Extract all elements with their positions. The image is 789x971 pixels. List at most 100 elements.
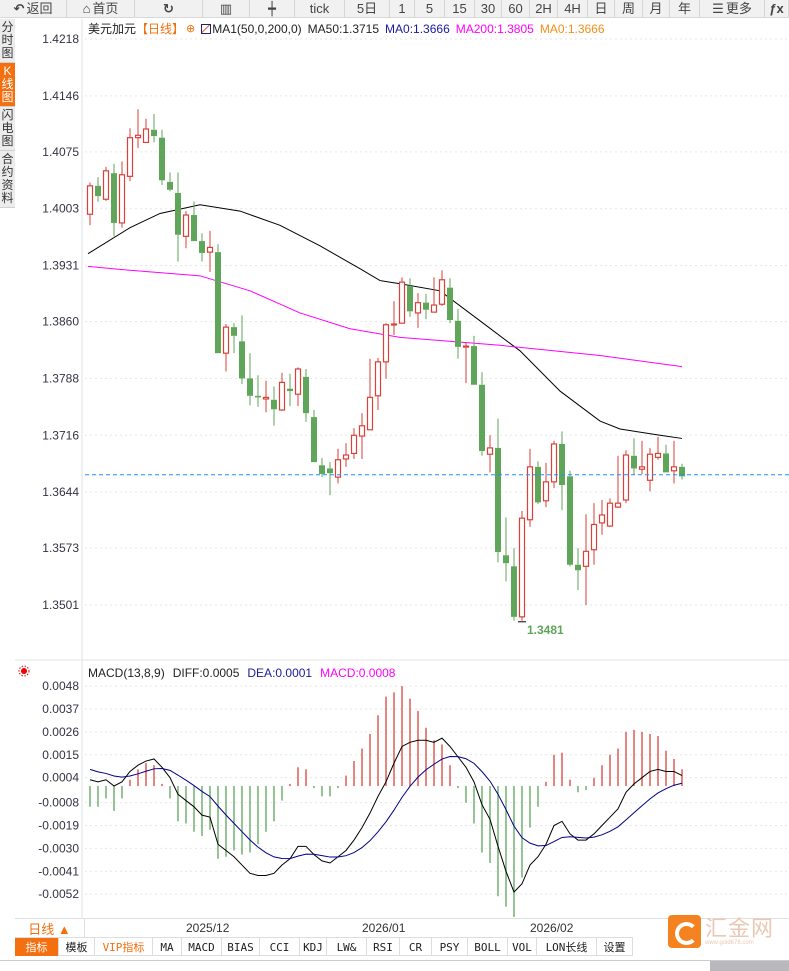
macd-tick: 0.0048 [42, 679, 79, 693]
candle-down [567, 470, 573, 567]
candle-down [239, 315, 245, 384]
tab-lon长线[interactable]: LON长线 [537, 938, 597, 956]
tab-cci[interactable]: CCI [260, 938, 300, 956]
candle-up [526, 448, 534, 527]
candle-down [447, 278, 453, 324]
home-icon: ⌂ [82, 1, 91, 16]
toolbar-button-60[interactable]: 60 [502, 0, 530, 18]
toolbar-button-更多[interactable]: ☰ 更多 [700, 0, 765, 18]
toolbar-button-4H[interactable]: 4H [558, 0, 588, 18]
indicator-name: MA1(50,0,200,0) [212, 21, 302, 36]
toolbar-label: 1 [398, 1, 406, 16]
tab-vol[interactable]: VOL [508, 938, 537, 956]
toolbar-button-周[interactable]: 周 [615, 0, 643, 18]
toolbar-button-5[interactable]: 5 [415, 0, 445, 18]
toolbar-label: 2H [535, 1, 552, 16]
candle-down [159, 129, 165, 186]
tab-rsi[interactable]: RSI [367, 938, 400, 956]
toolbar-button-30[interactable]: 30 [475, 0, 502, 18]
diff-line [89, 737, 683, 893]
candle-up [334, 448, 342, 484]
back-arrow-icon: ↶ [13, 1, 25, 16]
price-legend: 美元加元 【日线】 ⊕ MA1(50,0,200,0) MA50:1.3715 … [88, 20, 605, 37]
toolbar-label: 首页 [92, 1, 119, 16]
toolbar-button-tick[interactable]: tick [295, 0, 345, 18]
horizontal-scrollbar[interactable] [0, 960, 789, 971]
scrollbar-thumb[interactable] [710, 961, 789, 971]
candle-down [663, 444, 669, 473]
tab-boll[interactable]: BOLL [468, 938, 508, 956]
candle-down [151, 113, 157, 143]
toolbar-label: tick [309, 1, 330, 16]
sidebar-tab-contract-info[interactable]: 合约资料 [0, 151, 15, 208]
toolbar-button-首页[interactable]: ⌂ 首页 [67, 0, 135, 18]
price-axis: 1.4218 1.4146 1.4075 1.4003 1.3931 1.3860 1.37… [42, 32, 79, 612]
tab-ma[interactable]: MA [153, 938, 182, 956]
toolbar-button-2H[interactable]: 2H [530, 0, 558, 18]
toolbar-button-15[interactable]: 15 [445, 0, 475, 18]
candle-up [374, 357, 382, 411]
tab-设置[interactable]: 设置 [597, 938, 633, 956]
toolbar-button-5日[interactable]: 5日 [345, 0, 390, 18]
candle-up [638, 440, 646, 474]
tab-macd[interactable]: MACD [182, 938, 222, 956]
candle-up [542, 462, 550, 508]
tab-kdj[interactable]: KDJ [300, 938, 327, 956]
toolbar-button-fx[interactable]: ƒx [765, 0, 789, 18]
candle-down [303, 368, 309, 422]
sidebar-tab-label: K线图 [1, 64, 14, 104]
tab-lw&[interactable]: LW& [327, 938, 367, 956]
sidebar-tab-k-chart[interactable]: K线图 [0, 63, 15, 107]
candle-up [414, 293, 422, 328]
candles [86, 109, 685, 623]
toolbar-button-candlestick[interactable]: ┿ [250, 0, 295, 18]
tab-vip指标[interactable]: VIP指标 [95, 938, 153, 956]
candle-up [86, 182, 94, 226]
ma200-line [87, 265, 683, 368]
candle-up [182, 211, 190, 249]
toolbar-button-返回[interactable]: ↶ 返回 [0, 0, 67, 18]
candle-up [294, 367, 302, 407]
tab-bias[interactable]: BIAS [222, 938, 260, 956]
date-tick: 2026/01 [362, 921, 406, 935]
tab-psy[interactable]: PSY [432, 938, 468, 956]
crosshair-icon[interactable]: ⊕ [186, 23, 196, 35]
price-tick: 1.3716 [42, 428, 79, 442]
tab-模板[interactable]: 模板 [59, 938, 95, 956]
tab-cr[interactable]: CR [400, 938, 432, 956]
toolbar-button-年[interactable]: 年 [670, 0, 700, 18]
ma50-value: MA50:1.3715 [307, 21, 380, 36]
candle-up [126, 128, 134, 182]
candle-up [118, 161, 126, 228]
grid-lines [85, 38, 789, 895]
price-tick: 1.3860 [42, 315, 79, 329]
candle-down [559, 431, 565, 511]
sidebar-tab-label: 合约资料 [1, 152, 14, 205]
low-price-label: 1.3481 [527, 623, 564, 637]
candle-up [518, 511, 526, 621]
macd-tick: -0.0030 [38, 841, 79, 855]
candle-up [646, 447, 654, 492]
indicator-icon[interactable] [201, 23, 212, 34]
candle-up [614, 455, 622, 508]
toolbar-button-bar-chart[interactable]: ▥ [203, 0, 250, 18]
settings-sun-icon[interactable] [18, 665, 30, 677]
period-selector[interactable]: 日线 ▲ [15, 919, 85, 938]
candle-down [575, 548, 581, 591]
toolbar-button-月[interactable]: 月 [643, 0, 670, 18]
toolbar-button-日[interactable]: 日 [588, 0, 615, 18]
macd-tick: 0.0004 [42, 771, 79, 785]
tab-指标[interactable]: 指标 [15, 938, 59, 956]
candle-down [255, 375, 261, 407]
sidebar-tab-time-chart[interactable]: 分时图 [0, 19, 15, 63]
dea-line [89, 756, 683, 860]
logo: 汇金网 www.gold678.com [668, 915, 774, 948]
toolbar-button-1[interactable]: 1 [390, 0, 415, 18]
candle-up [366, 358, 374, 431]
price-tick: 1.3501 [42, 598, 79, 612]
sidebar-tab-flash-chart[interactable]: 闪电图 [0, 107, 15, 151]
candle-up [590, 503, 598, 565]
toolbar-button-refresh[interactable]: ↻ [135, 0, 203, 18]
indicator-tabs: 指标 模板 VIP指标 MA MACD BIAS CCI KDJ LW& RSI CR PSY BOLL… [15, 937, 633, 956]
